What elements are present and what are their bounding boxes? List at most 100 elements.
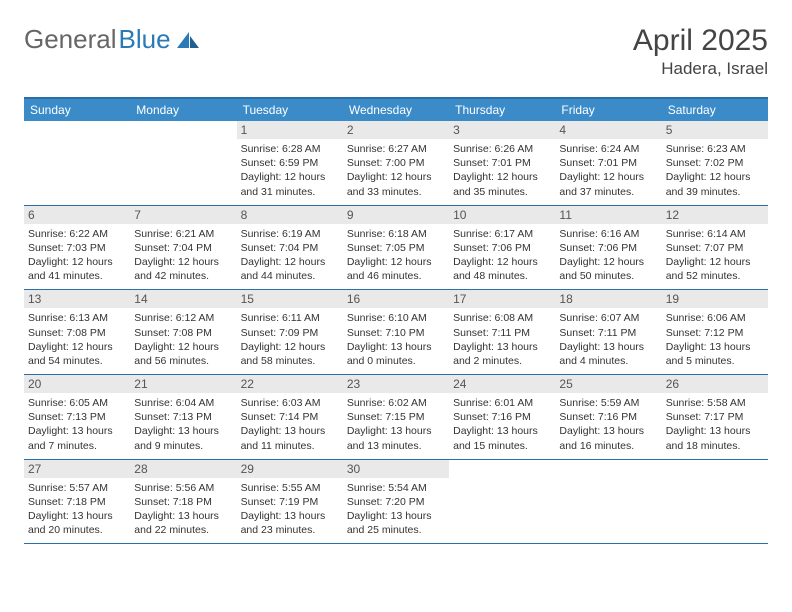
daylight-line: and 33 minutes.: [347, 185, 445, 199]
daylight-line: Daylight: 12 hours: [559, 170, 657, 184]
sunrise-line: Sunrise: 5:54 AM: [347, 481, 445, 495]
calendar-day: 10Sunrise: 6:17 AMSunset: 7:06 PMDayligh…: [449, 206, 555, 290]
calendar-day: 3Sunrise: 6:26 AMSunset: 7:01 PMDaylight…: [449, 121, 555, 205]
daylight-line: and 39 minutes.: [666, 185, 764, 199]
daylight-line: and 31 minutes.: [241, 185, 339, 199]
sunset-line: Sunset: 7:06 PM: [559, 241, 657, 255]
day-number: 29: [237, 460, 343, 478]
calendar-day: 13Sunrise: 6:13 AMSunset: 7:08 PMDayligh…: [24, 290, 130, 374]
sunrise-line: Sunrise: 6:22 AM: [28, 227, 126, 241]
sunset-line: Sunset: 7:03 PM: [28, 241, 126, 255]
daylight-line: and 7 minutes.: [28, 439, 126, 453]
calendar-day: 16Sunrise: 6:10 AMSunset: 7:10 PMDayligh…: [343, 290, 449, 374]
daylight-line: Daylight: 12 hours: [241, 340, 339, 354]
calendar-week: 1Sunrise: 6:28 AMSunset: 6:59 PMDaylight…: [24, 121, 768, 206]
daylight-line: and 48 minutes.: [453, 269, 551, 283]
brand-part2: Blue: [119, 24, 171, 55]
day-number: 4: [555, 121, 661, 139]
daylight-line: and 37 minutes.: [559, 185, 657, 199]
daylight-line: Daylight: 12 hours: [28, 255, 126, 269]
daylight-line: Daylight: 12 hours: [134, 340, 232, 354]
daylight-line: and 35 minutes.: [453, 185, 551, 199]
weekday-header-row: SundayMondayTuesdayWednesdayThursdayFrid…: [24, 99, 768, 121]
calendar-day: 15Sunrise: 6:11 AMSunset: 7:09 PMDayligh…: [237, 290, 343, 374]
sunrise-line: Sunrise: 6:14 AM: [666, 227, 764, 241]
weekday-header: Monday: [130, 99, 236, 121]
daylight-line: and 41 minutes.: [28, 269, 126, 283]
calendar-day: 12Sunrise: 6:14 AMSunset: 7:07 PMDayligh…: [662, 206, 768, 290]
calendar-day: 8Sunrise: 6:19 AMSunset: 7:04 PMDaylight…: [237, 206, 343, 290]
calendar-day: 6Sunrise: 6:22 AMSunset: 7:03 PMDaylight…: [24, 206, 130, 290]
calendar-day: 29 Sunrise: 5:55 AMSunset: 7:19 PMDayligh…: [237, 460, 343, 544]
sunset-line: Sunset: 7:11 PM: [453, 326, 551, 340]
sunset-line: Sunset: 7:06 PM: [453, 241, 551, 255]
daylight-line: and 22 minutes.: [134, 523, 232, 537]
brand-part1: General: [24, 24, 117, 55]
daylight-line: Daylight: 13 hours: [347, 424, 445, 438]
calendar-day: 2Sunrise: 6:27 AMSunset: 7:00 PMDaylight…: [343, 121, 449, 205]
daylight-line: Daylight: 13 hours: [28, 424, 126, 438]
daylight-line: and 9 minutes.: [134, 439, 232, 453]
day-number: 17: [449, 290, 555, 308]
daylight-line: and 58 minutes.: [241, 354, 339, 368]
daylight-line: Daylight: 13 hours: [241, 509, 339, 523]
sunrise-line: Sunrise: 6:07 AM: [559, 311, 657, 325]
sunrise-line: Sunrise: 6:27 AM: [347, 142, 445, 156]
sunrise-line: Sunrise: 6:26 AM: [453, 142, 551, 156]
day-number: 10: [449, 206, 555, 224]
weekday-header: Saturday: [662, 99, 768, 121]
sunrise-line: Sunrise: 6:17 AM: [453, 227, 551, 241]
calendar-day: 5Sunrise: 6:23 AMSunset: 7:02 PMDaylight…: [662, 121, 768, 205]
daylight-line: Daylight: 13 hours: [241, 424, 339, 438]
calendar-day: [130, 121, 236, 205]
sunset-line: Sunset: 7:19 PM: [241, 495, 339, 509]
month-title: April 2025: [633, 24, 768, 57]
calendar-day: 25Sunrise: 5:59 AMSunset: 7:16 PMDayligh…: [555, 375, 661, 459]
daylight-line: and 16 minutes.: [559, 439, 657, 453]
calendar-day: 18Sunrise: 6:07 AMSunset: 7:11 PMDayligh…: [555, 290, 661, 374]
sunset-line: Sunset: 7:07 PM: [666, 241, 764, 255]
sunrise-line: Sunrise: 6:24 AM: [559, 142, 657, 156]
daylight-line: and 18 minutes.: [666, 439, 764, 453]
day-number: 30: [343, 460, 449, 478]
sunset-line: Sunset: 7:08 PM: [28, 326, 126, 340]
brand-logo: GeneralBlue: [24, 24, 201, 55]
sunrise-line: Sunrise: 6:10 AM: [347, 311, 445, 325]
sunset-line: Sunset: 7:02 PM: [666, 156, 764, 170]
sunrise-line: Sunrise: 6:28 AM: [241, 142, 339, 156]
sunset-line: Sunset: 7:15 PM: [347, 410, 445, 424]
daylight-line: and 11 minutes.: [241, 439, 339, 453]
sunset-line: Sunset: 7:16 PM: [453, 410, 551, 424]
day-number: 23: [343, 375, 449, 393]
daylight-line: Daylight: 13 hours: [347, 340, 445, 354]
daylight-line: and 0 minutes.: [347, 354, 445, 368]
calendar-week: 27Sunrise: 5:57 AMSunset: 7:18 PMDayligh…: [24, 460, 768, 545]
day-number: 9: [343, 206, 449, 224]
sunrise-line: Sunrise: 6:08 AM: [453, 311, 551, 325]
calendar-day: 4 Sunrise: 6:24 AMSunset: 7:01 PMDaylight…: [555, 121, 661, 205]
daylight-line: and 20 minutes.: [28, 523, 126, 537]
sunrise-line: Sunrise: 6:18 AM: [347, 227, 445, 241]
sunrise-line: Sunrise: 5:55 AM: [241, 481, 339, 495]
day-number: 24: [449, 375, 555, 393]
day-number: 26: [662, 375, 768, 393]
calendar-day: [662, 460, 768, 544]
calendar-day: 17Sunrise: 6:08 AMSunset: 7:11 PMDayligh…: [449, 290, 555, 374]
sunrise-line: Sunrise: 6:19 AM: [241, 227, 339, 241]
sunset-line: Sunset: 7:05 PM: [347, 241, 445, 255]
daylight-line: and 25 minutes.: [347, 523, 445, 537]
daylight-line: Daylight: 12 hours: [453, 170, 551, 184]
calendar-day: 11Sunrise: 6:16 AMSunset: 7:06 PMDayligh…: [555, 206, 661, 290]
day-number: 7: [130, 206, 236, 224]
sunrise-line: Sunrise: 6:12 AM: [134, 311, 232, 325]
sunrise-line: Sunrise: 6:16 AM: [559, 227, 657, 241]
daylight-line: Daylight: 12 hours: [28, 340, 126, 354]
day-number: 8: [237, 206, 343, 224]
calendar-day: 20Sunrise: 6:05 AMSunset: 7:13 PMDayligh…: [24, 375, 130, 459]
day-number: 15: [237, 290, 343, 308]
calendar-day: 23Sunrise: 6:02 AMSunset: 7:15 PMDayligh…: [343, 375, 449, 459]
daylight-line: and 23 minutes.: [241, 523, 339, 537]
sunset-line: Sunset: 7:01 PM: [559, 156, 657, 170]
sunset-line: Sunset: 7:09 PM: [241, 326, 339, 340]
daylight-line: Daylight: 13 hours: [453, 424, 551, 438]
